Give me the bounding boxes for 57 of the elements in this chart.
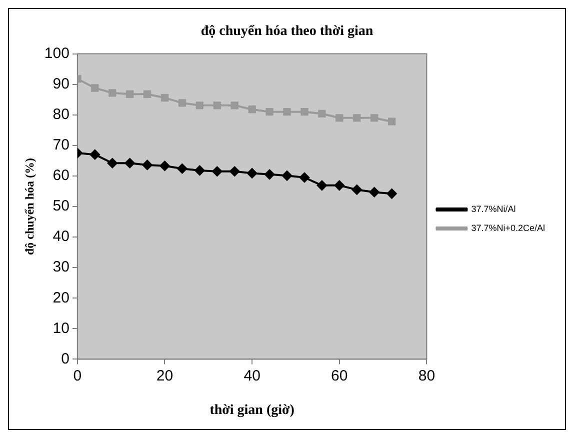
point xyxy=(213,102,221,110)
y-axis-title: độ chuyển hóa (%) xyxy=(22,158,36,256)
x-axis-title: thời gian (giờ) xyxy=(210,403,295,418)
point xyxy=(160,94,169,102)
point xyxy=(142,160,152,170)
point xyxy=(352,184,362,195)
y-tick-label: 70 xyxy=(52,136,70,154)
point xyxy=(230,166,240,176)
point xyxy=(143,90,152,98)
x-tick-label: 60 xyxy=(331,367,348,384)
point xyxy=(386,188,397,199)
point xyxy=(126,90,134,98)
y-tick-label: 10 xyxy=(52,320,70,337)
point xyxy=(283,108,291,116)
point xyxy=(299,172,310,182)
point xyxy=(300,108,308,116)
point xyxy=(108,89,116,97)
point xyxy=(90,150,100,160)
legend-label: 37.7%Ni/Al xyxy=(471,204,516,214)
y-tick-label: 80 xyxy=(52,106,70,124)
point xyxy=(264,169,275,180)
point xyxy=(230,102,238,110)
point xyxy=(247,168,258,178)
y-tick-label: 100 xyxy=(44,44,70,62)
point xyxy=(177,164,188,174)
y-tick-label: 30 xyxy=(52,258,70,276)
x-tick-label: 40 xyxy=(244,367,260,384)
point xyxy=(334,180,344,190)
y-tick-label: 50 xyxy=(52,198,70,215)
point xyxy=(370,114,378,122)
y-tick-label: 20 xyxy=(52,289,70,306)
point xyxy=(194,165,205,176)
point xyxy=(124,158,135,168)
point xyxy=(369,187,380,198)
point xyxy=(388,118,396,126)
y-tick-label: 60 xyxy=(52,167,70,184)
x-tick-label: 20 xyxy=(156,367,174,384)
point xyxy=(336,114,344,122)
x-tick-label: 0 xyxy=(73,367,82,384)
point xyxy=(316,180,327,190)
y-tick-label: 40 xyxy=(52,228,70,246)
point xyxy=(282,170,292,181)
y-tick-label: 0 xyxy=(61,350,70,368)
legend-label: 37.7%Ni+0.2Ce/Al xyxy=(471,222,546,233)
point xyxy=(248,106,256,114)
point xyxy=(212,166,222,176)
point xyxy=(266,108,274,116)
point xyxy=(353,114,361,122)
point xyxy=(318,110,326,118)
x-tick-label: 80 xyxy=(418,367,436,384)
y-tick-label: 90 xyxy=(52,75,70,92)
point xyxy=(107,158,118,168)
point xyxy=(196,102,204,110)
point xyxy=(91,84,99,92)
point xyxy=(178,99,186,107)
chart-title: độ chuyển hóa theo thời gian xyxy=(200,24,374,40)
point xyxy=(160,160,170,171)
